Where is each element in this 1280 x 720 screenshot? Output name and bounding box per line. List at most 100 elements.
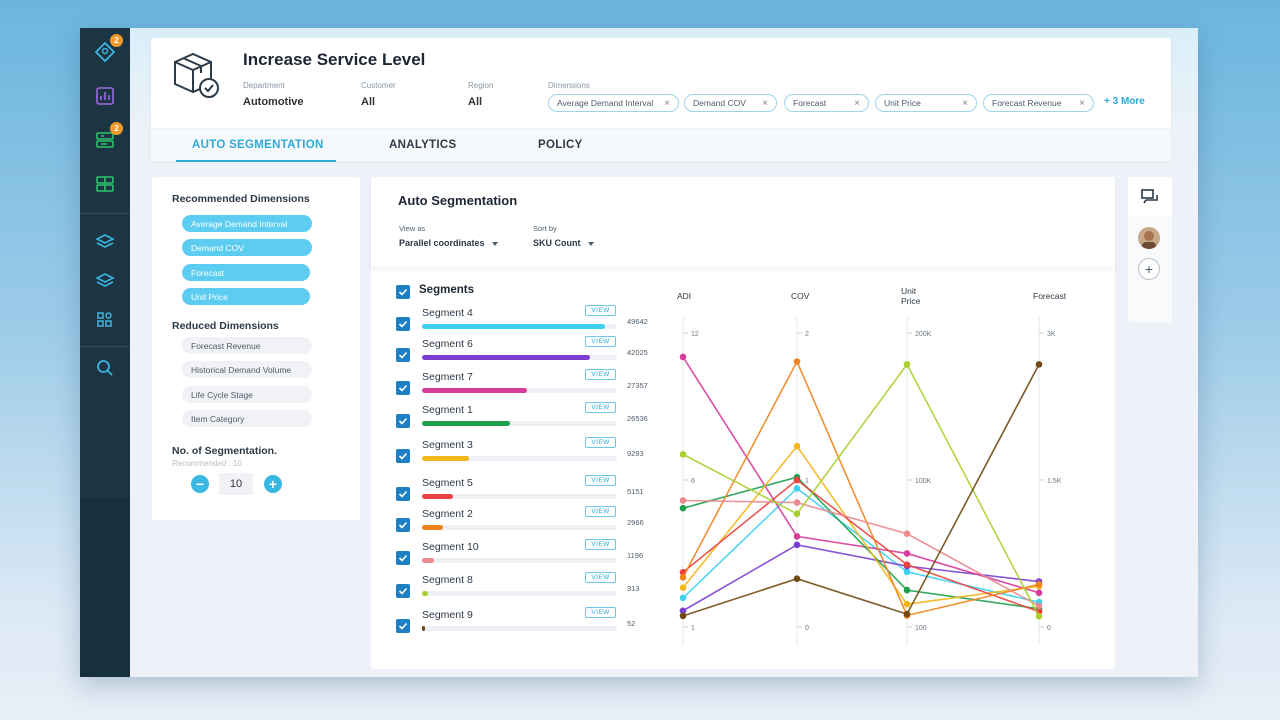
increment-button[interactable]: + [264, 475, 282, 493]
segment-name: Segment 9 [422, 609, 473, 621]
select-all-checkbox[interactable] [396, 285, 410, 299]
chip-label: Forecast Revenue [992, 98, 1062, 108]
segment-name: Segment 7 [422, 371, 473, 383]
recommended-dimension-pill[interactable]: Average Demand Interval [182, 215, 312, 232]
notification-badge: 2 [110, 34, 123, 47]
sidebar-item-reports[interactable] [93, 84, 117, 108]
recommended-dimension-pill[interactable]: Demand COV [182, 239, 312, 256]
app-window: 2 2 [80, 28, 1198, 677]
sidebar-item-search[interactable] [93, 356, 117, 380]
segment-name: Segment 8 [422, 574, 473, 586]
segment-view-button[interactable]: VIEW [585, 572, 616, 583]
segment-checkbox[interactable] [396, 619, 410, 633]
sidebar-item-layers[interactable] [93, 230, 117, 254]
close-icon[interactable]: × [962, 97, 968, 109]
sort-by-dropdown[interactable]: SKU Count [533, 238, 594, 248]
comments-button[interactable] [1128, 177, 1172, 217]
notification-badge: 2 [110, 122, 123, 135]
segment-progress-track [422, 494, 617, 499]
segment-checkbox[interactable] [396, 414, 410, 428]
decrement-button[interactable]: − [191, 475, 209, 493]
tab-analytics[interactable]: ANALYTICS [389, 139, 457, 151]
dimension-chip[interactable]: Average Demand Interval × [548, 94, 679, 112]
segment-progress-fill [422, 525, 444, 530]
tab-auto-segmentation[interactable]: AUTO SEGMENTATION [192, 139, 324, 151]
sidebar-item-apps[interactable] [93, 308, 117, 332]
reduced-dimension-pill[interactable]: Historical Demand Volume [182, 361, 312, 378]
segment-progress-fill [422, 421, 510, 426]
segmentation-count-input[interactable]: 10 [219, 473, 253, 495]
segment-sku-count: 42025 [627, 348, 648, 357]
segment-checkbox[interactable] [396, 518, 410, 532]
auto-segmentation-panel: Auto Segmentation View as Parallel coord… [371, 177, 1115, 669]
check-icon [398, 351, 408, 359]
series-line [682, 362, 1040, 617]
segment-progress-fill [422, 591, 428, 596]
right-rail: + [1128, 177, 1172, 322]
segment-view-button[interactable]: VIEW [585, 437, 616, 448]
segment-checkbox[interactable] [396, 584, 410, 598]
reduced-dimension-pill[interactable]: Life Cycle Stage [182, 386, 312, 403]
segment-name: Segment 1 [422, 404, 473, 416]
segment-view-button[interactable]: VIEW [585, 369, 616, 380]
segment-view-button[interactable]: VIEW [585, 402, 616, 413]
close-icon[interactable]: × [1079, 97, 1085, 109]
tab-policy[interactable]: POLICY [538, 139, 583, 151]
view-as-dropdown[interactable]: Parallel coordinates [399, 238, 498, 248]
tick-label: 100K [915, 478, 932, 485]
data-point [679, 584, 687, 591]
add-collaborator-button[interactable]: + [1138, 258, 1160, 280]
sidebar: 2 2 [80, 28, 130, 677]
dimension-chip[interactable]: Forecast Revenue × [983, 94, 1094, 112]
segment-sku-count: 52 [627, 619, 636, 628]
reduced-dimension-pill[interactable]: Item Category [182, 410, 312, 427]
data-point [903, 530, 911, 537]
segment-checkbox[interactable] [396, 551, 410, 565]
tick-label: 1 [691, 625, 695, 632]
data-point [679, 353, 687, 361]
recommended-dimension-pill[interactable]: Forecast [182, 264, 310, 281]
segment-checkbox[interactable] [396, 381, 410, 395]
check-icon [398, 320, 408, 328]
series-line [682, 444, 1040, 606]
segment-view-button[interactable]: VIEW [585, 607, 616, 618]
sidebar-item-segmentation[interactable]: 2 [93, 122, 123, 152]
segment-checkbox[interactable] [396, 449, 410, 463]
customer-value: All [361, 96, 376, 108]
avatar[interactable] [1138, 227, 1160, 249]
segment-checkbox[interactable] [396, 487, 410, 501]
sidebar-item-home[interactable]: 2 [93, 34, 123, 64]
data-point [1035, 581, 1043, 588]
chevron-down-icon [587, 241, 594, 246]
data-point [679, 451, 687, 458]
package-check-icon [174, 52, 219, 98]
data-point [903, 586, 911, 594]
recommended-dimension-pill[interactable]: Unit Price [182, 288, 310, 305]
close-icon[interactable]: × [664, 97, 670, 109]
tick-label: 1.5K [1047, 478, 1062, 485]
dimension-chip[interactable]: Unit Price × [875, 94, 977, 112]
close-icon[interactable]: × [854, 97, 860, 109]
segment-progress-track [422, 626, 617, 631]
reduced-dimension-pill[interactable]: Forecast Revenue [182, 337, 312, 354]
tick-label: 12 [691, 331, 699, 338]
layers-icon [95, 273, 115, 287]
sidebar-item-inventory[interactable] [93, 172, 117, 196]
segment-sku-count: 49642 [627, 317, 648, 326]
active-tab-indicator [176, 160, 336, 162]
dimension-chip[interactable]: Forecast × [784, 94, 869, 112]
segment-view-button[interactable]: VIEW [585, 475, 616, 486]
segment-checkbox[interactable] [396, 348, 410, 362]
sidebar-item-layers-2[interactable] [93, 269, 117, 293]
segment-view-button[interactable]: VIEW [585, 539, 616, 550]
segment-view-button[interactable]: VIEW [585, 305, 616, 316]
segment-view-button[interactable]: VIEW [585, 336, 616, 347]
more-dimensions-link[interactable]: + 3 More [1104, 96, 1145, 107]
tick-label: 6 [691, 478, 695, 485]
data-point [679, 574, 687, 581]
dimension-chip[interactable]: Demand COV × [684, 94, 777, 112]
segment-view-button[interactable]: VIEW [585, 506, 616, 517]
segment-checkbox[interactable] [396, 317, 410, 331]
close-icon[interactable]: × [762, 97, 768, 109]
segment-name: Segment 4 [422, 307, 473, 319]
